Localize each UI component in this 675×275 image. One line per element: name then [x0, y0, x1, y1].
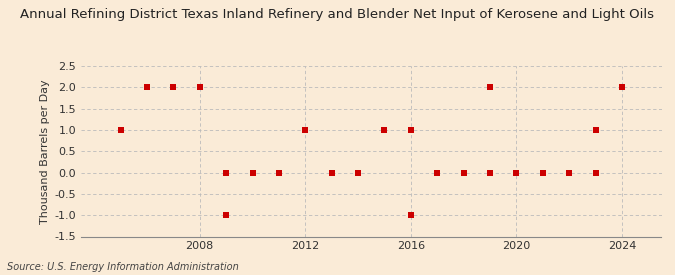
Point	[379, 128, 390, 132]
Point	[458, 170, 469, 175]
Point	[406, 213, 416, 217]
Point	[537, 170, 548, 175]
Point	[485, 170, 495, 175]
Point	[616, 85, 627, 90]
Point	[485, 85, 495, 90]
Text: Source: U.S. Energy Information Administration: Source: U.S. Energy Information Administ…	[7, 262, 238, 272]
Point	[273, 170, 284, 175]
Point	[142, 85, 153, 90]
Point	[115, 128, 126, 132]
Point	[300, 128, 310, 132]
Point	[511, 170, 522, 175]
Point	[590, 128, 601, 132]
Point	[352, 170, 363, 175]
Point	[221, 170, 232, 175]
Point	[564, 170, 574, 175]
Point	[432, 170, 443, 175]
Point	[406, 128, 416, 132]
Point	[221, 213, 232, 217]
Point	[326, 170, 337, 175]
Point	[590, 170, 601, 175]
Y-axis label: Thousand Barrels per Day: Thousand Barrels per Day	[40, 79, 51, 224]
Point	[247, 170, 258, 175]
Point	[168, 85, 179, 90]
Text: Annual Refining District Texas Inland Refinery and Blender Net Input of Kerosene: Annual Refining District Texas Inland Re…	[20, 8, 655, 21]
Point	[194, 85, 205, 90]
